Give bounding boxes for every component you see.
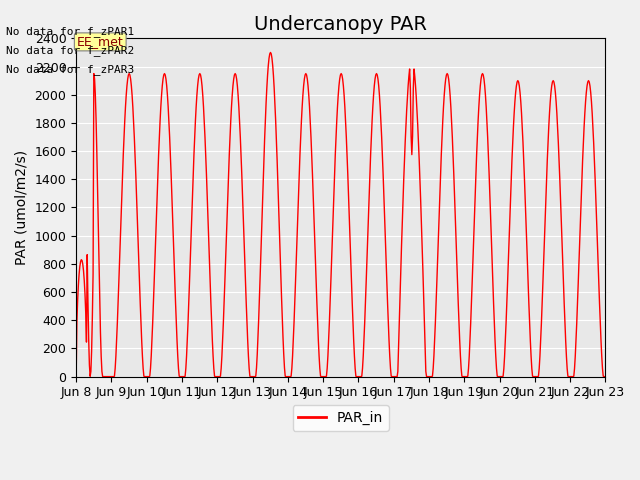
Text: EE_met: EE_met: [77, 36, 124, 48]
Y-axis label: PAR (umol/m2/s): PAR (umol/m2/s): [15, 150, 29, 265]
Text: No data for f_zPAR1: No data for f_zPAR1: [6, 25, 134, 36]
Title: Undercanopy PAR: Undercanopy PAR: [254, 15, 428, 34]
Text: No data for f_zPAR2: No data for f_zPAR2: [6, 45, 134, 56]
Legend: PAR_in: PAR_in: [292, 405, 389, 431]
Text: No data for f_zPAR3: No data for f_zPAR3: [6, 64, 134, 75]
